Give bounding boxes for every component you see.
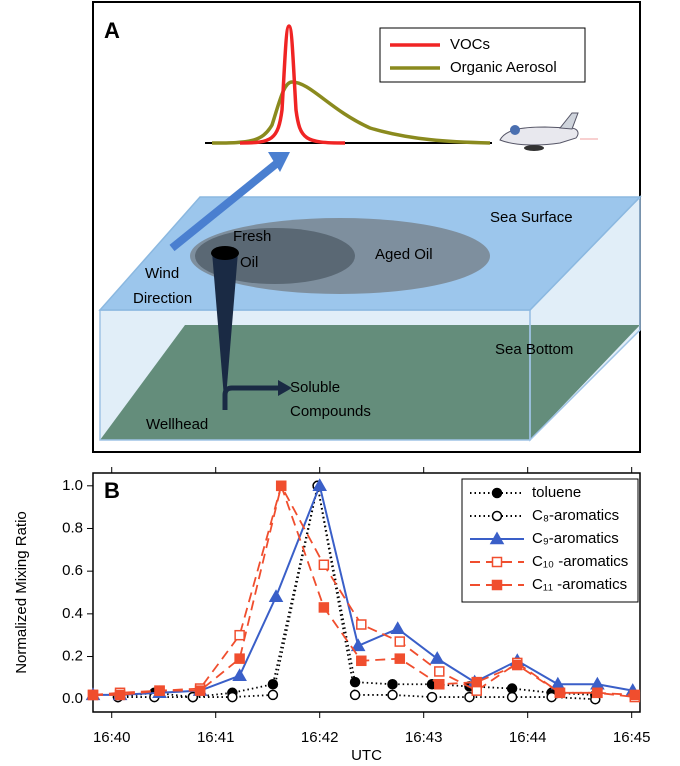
x-tick-label: 16:44 xyxy=(509,729,547,746)
marker xyxy=(87,689,99,701)
marker xyxy=(471,676,482,688)
y-tick-label: 0.8 xyxy=(62,519,83,536)
marker xyxy=(512,659,523,671)
marker xyxy=(114,689,126,701)
legend-marker xyxy=(491,579,503,591)
y-axis-title: Normalized Mixing Ratio xyxy=(13,511,30,674)
marker xyxy=(227,691,238,703)
legend-box xyxy=(461,478,639,603)
chart: B 0.0 0.2 0.4 0.6 0.8 1.0 16:40 16:41 16:42 16:43 1… xyxy=(13,467,650,764)
marker xyxy=(232,668,247,681)
marker xyxy=(554,687,566,699)
x-tick-label: 16:42 xyxy=(301,729,339,746)
marker xyxy=(234,653,245,664)
legend-label: Organic Aerosol xyxy=(450,59,557,76)
legend-marker xyxy=(491,556,503,568)
marker xyxy=(349,676,361,688)
plume xyxy=(212,252,238,410)
label: Oil xyxy=(240,254,258,271)
marker xyxy=(426,691,438,703)
marker xyxy=(394,653,406,664)
x-tick-label: 16:41 xyxy=(197,729,235,746)
marker xyxy=(629,689,641,701)
y-tick-label: 0.2 xyxy=(62,647,83,664)
label: Sea Bottom xyxy=(495,341,573,358)
plot-frame xyxy=(92,472,641,713)
label: Soluble xyxy=(290,379,340,396)
marker xyxy=(350,638,366,652)
marker xyxy=(434,679,445,690)
legend-marker xyxy=(489,531,505,545)
label: Wellhead xyxy=(146,416,208,433)
label: Direction xyxy=(133,290,192,307)
y-tick-label: 0.4 xyxy=(62,605,83,622)
marker xyxy=(234,629,245,641)
marker xyxy=(434,666,445,677)
legend-marker xyxy=(491,487,503,499)
marker xyxy=(154,685,165,696)
panel-label: B xyxy=(104,478,120,503)
airplane xyxy=(499,112,598,151)
marker xyxy=(318,559,330,571)
label: Compounds xyxy=(290,403,371,420)
marker xyxy=(506,683,518,694)
marker xyxy=(318,602,330,613)
marker xyxy=(429,651,445,664)
label: Fresh xyxy=(233,228,271,245)
marker xyxy=(349,689,361,701)
marker xyxy=(194,685,206,696)
soluble-arrow xyxy=(222,385,280,410)
arrow-head xyxy=(268,152,290,172)
aerosol-curve xyxy=(211,80,491,145)
legend-marker xyxy=(491,510,503,522)
marker xyxy=(267,679,279,690)
marker xyxy=(267,689,279,701)
legend-label: C₉-aromatics xyxy=(532,530,619,547)
marker xyxy=(312,478,327,492)
label: Aged Oil xyxy=(375,246,433,263)
x-axis-title: UTC xyxy=(351,747,382,764)
marker xyxy=(268,589,284,603)
x-tick-label: 16:43 xyxy=(405,729,443,746)
legend-label: C₈-aromatics xyxy=(532,507,619,524)
sea-bottom xyxy=(100,325,640,440)
label: Sea Surface xyxy=(490,209,573,226)
legend-label: C₁₀ -aromatics xyxy=(532,553,628,570)
legend-label: VOCs xyxy=(450,36,490,53)
y-tick-label: 0.0 xyxy=(62,690,83,707)
arrow-head xyxy=(278,380,292,396)
wind-arrow xyxy=(169,160,279,252)
legend-label: C₁₁ -aromatics xyxy=(532,576,627,593)
legend-label: toluene xyxy=(532,484,581,501)
marker xyxy=(592,687,603,699)
label: Wind xyxy=(145,265,179,282)
well-top xyxy=(211,246,239,260)
marker xyxy=(387,679,398,690)
panel-label: A xyxy=(104,18,120,43)
marker xyxy=(394,636,406,647)
y-tick-label: 0.6 xyxy=(62,562,83,579)
marker xyxy=(390,621,405,635)
marker xyxy=(356,619,367,630)
marker xyxy=(275,480,287,492)
x-tick-label: 16:45 xyxy=(613,729,651,746)
marker xyxy=(506,691,518,703)
y-tick-label: 1.0 xyxy=(62,477,83,494)
x-tick-label: 16:40 xyxy=(93,729,131,746)
marker xyxy=(356,655,367,667)
marker xyxy=(387,689,398,701)
voc-curve xyxy=(239,24,346,145)
marker xyxy=(471,685,482,696)
legend-box xyxy=(379,27,586,83)
